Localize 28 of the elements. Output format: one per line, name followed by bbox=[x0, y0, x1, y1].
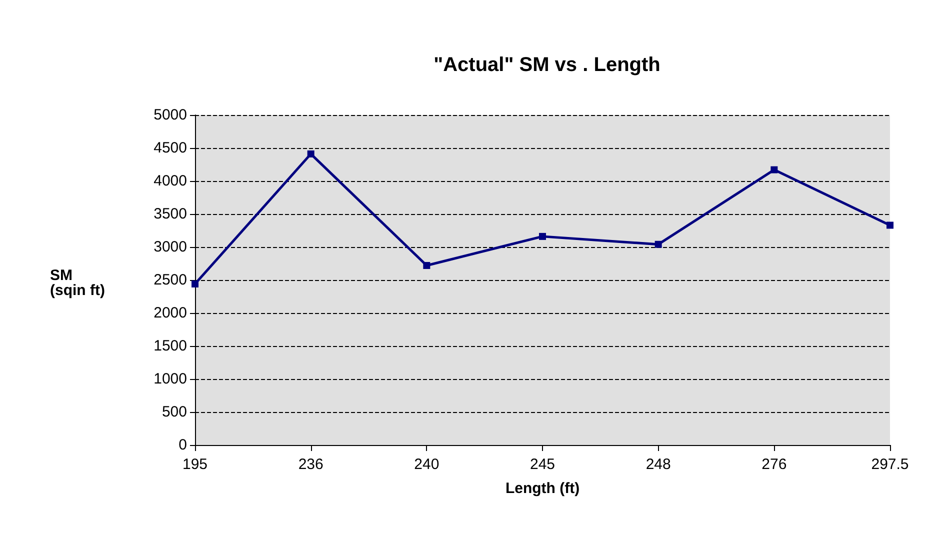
y-tick-label: 0 bbox=[178, 436, 187, 454]
x-tick-label: 245 bbox=[530, 456, 556, 473]
y-tick-label: 4500 bbox=[154, 140, 187, 156]
point bbox=[192, 280, 198, 288]
y-tick-label: 1000 bbox=[154, 370, 187, 388]
y-axis-title: SM (sqin ft) bbox=[50, 267, 105, 299]
x-tick-label: 236 bbox=[298, 456, 324, 473]
y-tick-label: 3000 bbox=[154, 238, 187, 256]
point bbox=[654, 240, 662, 248]
x-tick-label: 276 bbox=[762, 456, 787, 473]
y-tick-label: 1500 bbox=[154, 338, 187, 354]
point bbox=[886, 222, 894, 229]
x-tick-label: 297.5 bbox=[871, 456, 909, 473]
y-tick-label: 4000 bbox=[154, 172, 187, 190]
point bbox=[423, 262, 430, 269]
x-tick-label: 248 bbox=[646, 456, 671, 473]
x-tick-label: 195 bbox=[182, 456, 208, 473]
y-tick-label: 2500 bbox=[154, 272, 187, 288]
x-tick-label: 240 bbox=[414, 456, 440, 473]
chart-title: "Actual" SM vs . Length bbox=[434, 54, 660, 76]
y-tick-label: 500 bbox=[162, 404, 187, 420]
point bbox=[307, 150, 314, 158]
point bbox=[770, 166, 778, 174]
x-axis-title: Length (ft) bbox=[505, 480, 580, 497]
point bbox=[539, 232, 546, 240]
y-tick-label: 5000 bbox=[154, 106, 187, 124]
y-tick-label: 2000 bbox=[154, 304, 187, 322]
y-tick-label: 3500 bbox=[154, 206, 187, 222]
